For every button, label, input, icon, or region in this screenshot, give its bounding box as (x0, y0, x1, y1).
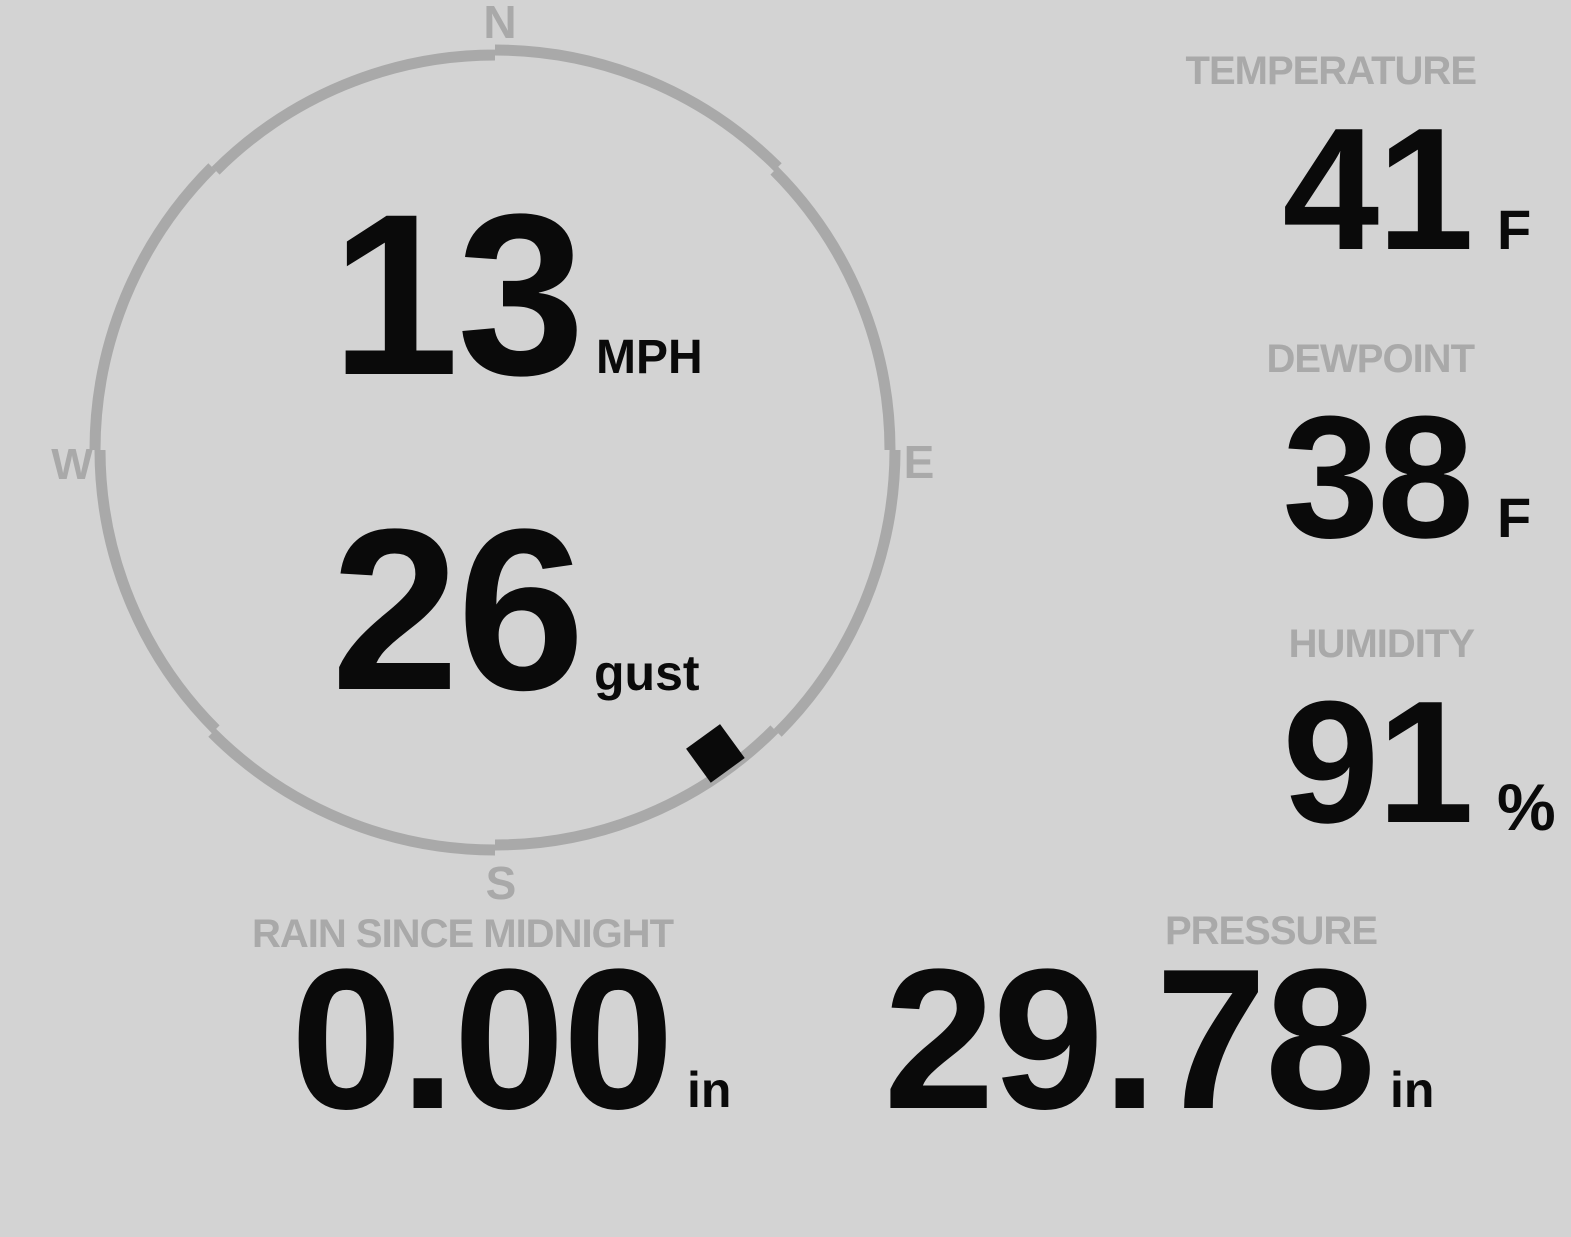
rain-value: 0.00 (290, 928, 674, 1151)
temperature-unit: F (1497, 198, 1532, 261)
compass-label-east: E (904, 436, 935, 488)
dewpoint-label: DEWPOINT (1266, 337, 1475, 381)
rain-label: RAIN SINCE MIDNIGHT (252, 912, 674, 956)
compass-label-west: W (51, 440, 93, 489)
wind-gust-unit: gust (594, 645, 700, 701)
humidity-label: HUMIDITY (1288, 622, 1475, 666)
dewpoint-value: 38 (1282, 379, 1474, 574)
compass-label-north: N (483, 0, 516, 48)
humidity-unit: % (1497, 770, 1556, 844)
wind-direction-marker (686, 724, 745, 783)
compass-label-south: S (486, 857, 517, 909)
temperature-label: TEMPERATURE (1185, 49, 1477, 93)
wind-gust-value: 26 (331, 481, 585, 738)
rain-unit: in (687, 1062, 732, 1118)
pressure-value: 29.78 (883, 928, 1376, 1151)
wind-compass-gauge: N E S W (51, 0, 935, 909)
compass-ring (89, 44, 901, 856)
pressure-label: PRESSURE (1164, 909, 1378, 953)
pressure-unit: in (1390, 1062, 1435, 1118)
dewpoint-unit: F (1497, 486, 1532, 549)
temperature-value: 41 (1282, 91, 1474, 286)
humidity-value: 91 (1282, 664, 1474, 859)
wind-speed-value: 13 (331, 166, 585, 423)
wind-speed-unit: MPH (596, 331, 703, 384)
